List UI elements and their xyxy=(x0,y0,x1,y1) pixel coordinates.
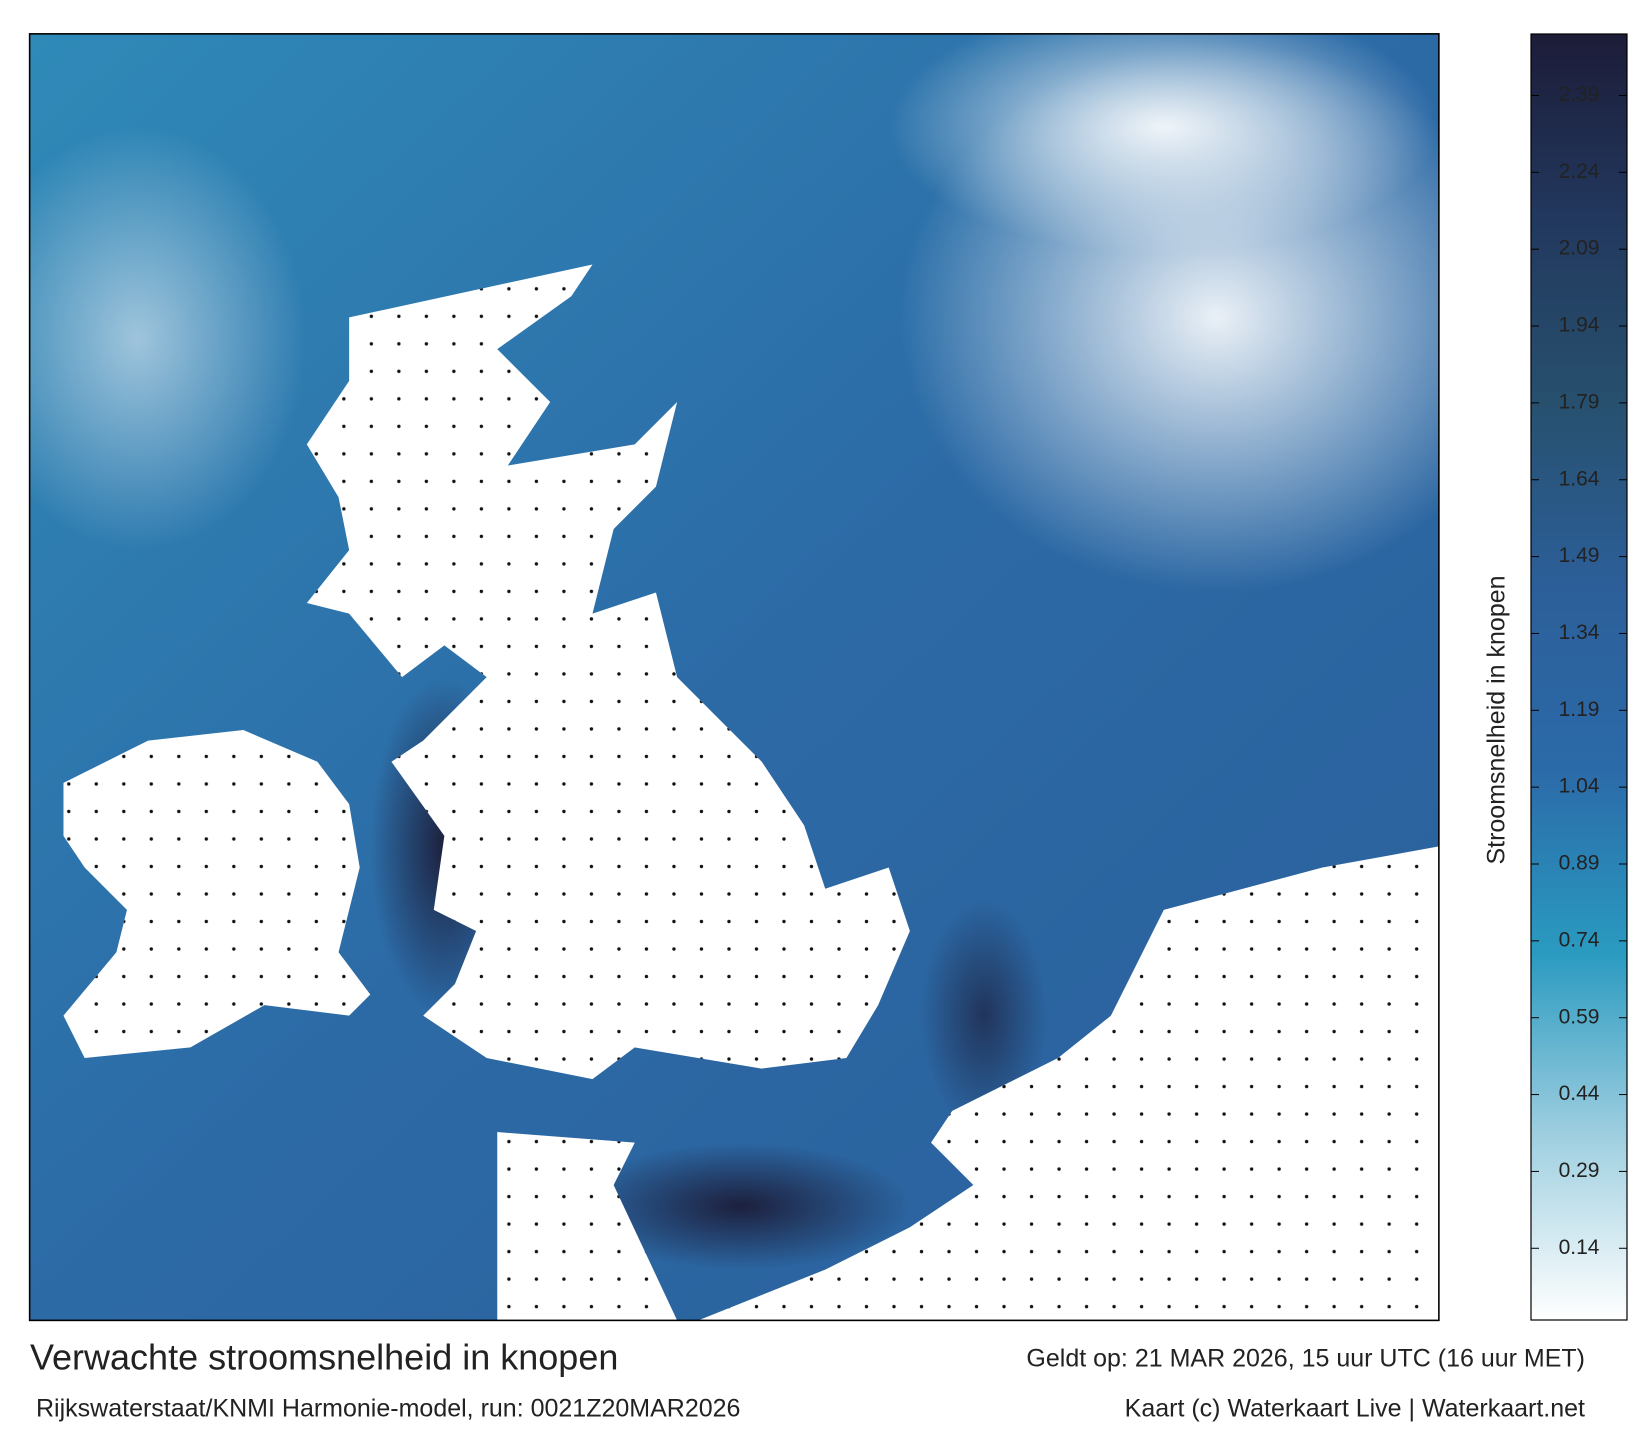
colorbar-tick-label: 1.19 xyxy=(1559,698,1600,721)
colorbar: 0.14 0.29 0.44 0.59 0.74 0.89 1.04 1.19 1.34 1.49… xyxy=(1530,33,1628,1321)
map xyxy=(28,33,1440,1322)
colorbar-tick-label: 2.24 xyxy=(1559,160,1600,183)
colorbar-tick-label: 1.64 xyxy=(1559,467,1600,490)
colorbar-tick-label: 1.49 xyxy=(1559,544,1600,567)
model-run: Rijkswaterstaat/KNMI Harmonie-model, run… xyxy=(36,1395,740,1423)
colorbar-tick-label: 0.74 xyxy=(1559,928,1600,951)
colorbar-tick-label: 0.59 xyxy=(1559,1005,1600,1028)
colorbar-label: Stroomsnelheid in knopen xyxy=(1483,575,1511,864)
colorbar-scale xyxy=(1530,33,1628,1321)
shallow xyxy=(888,33,1439,254)
colorbar-tick-label: 0.44 xyxy=(1559,1082,1600,1105)
colorbar-tick-label: 1.79 xyxy=(1559,390,1600,413)
colorbar-tick-label: 1.34 xyxy=(1559,621,1600,644)
colorbar-tick-label: 1.94 xyxy=(1559,314,1600,337)
colorbar-tick-label: 1.04 xyxy=(1559,775,1600,798)
colorbar-tick-label: 0.89 xyxy=(1559,852,1600,875)
shallow xyxy=(29,127,307,551)
map-frame xyxy=(28,33,1440,1322)
deep-current xyxy=(571,1142,910,1270)
colorbar-tick-label: 2.09 xyxy=(1559,237,1600,260)
valid-time: Geldt op: 21 MAR 2026, 15 uur UTC (16 uu… xyxy=(1026,1345,1585,1373)
land xyxy=(63,264,1439,1321)
credit: Kaart (c) Waterkaart Live | Waterkaart.n… xyxy=(1125,1395,1585,1423)
colorbar-tick-label: 2.39 xyxy=(1559,83,1600,106)
colorbar-tick-label: 0.29 xyxy=(1559,1159,1600,1182)
deep-current xyxy=(920,899,1048,1133)
colorbar-tick-label: 0.14 xyxy=(1559,1236,1600,1259)
title: Verwachte stroomsnelheid in knopen xyxy=(30,1337,618,1378)
